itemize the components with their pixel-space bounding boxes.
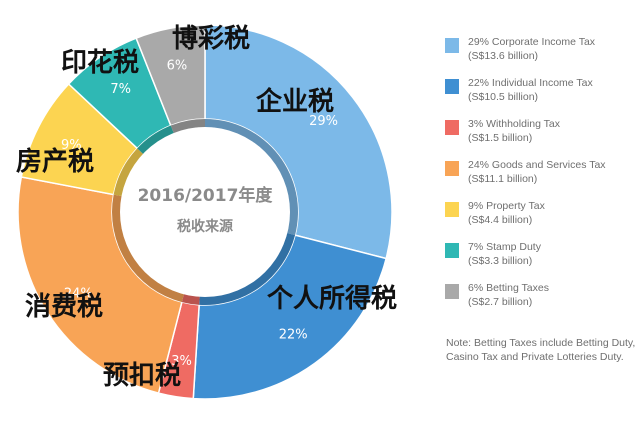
category-label-stamp: 印花税 [61,48,139,78]
legend-line2: (S$11.1 billion) [468,173,538,185]
donut-chart: 2016/2017年度 税收来源 29% 22% 3% 24% 9% 7% 6% 企业税个人… [16,24,397,400]
legend-item-corporate: 29% Corporate Income Tax (S$13.6 billion… [441,34,636,75]
legend-line2: (S$3.3 billion) [468,255,533,267]
legend-line1: 9% Property Tax [468,200,545,212]
legend-line1: 22% Individual Income Tax [468,77,593,89]
legend-swatch [445,120,459,135]
legend-swatch [445,79,459,94]
legend-line1: 6% Betting Taxes [468,282,549,294]
legend: 29% Corporate Income Tax (S$13.6 billion… [441,34,636,321]
legend-line1: 7% Stamp Duty [468,241,541,253]
legend-swatch [445,243,459,258]
category-label-withholding: 预扣税 [103,361,181,391]
legend-line1: 29% Corporate Income Tax [468,36,596,48]
legend-swatch [445,161,459,176]
donut-hole [120,127,290,297]
legend-line2: (S$10.5 billion) [468,91,539,103]
legend-item-stamp: 7% Stamp Duty (S$3.3 billion) [441,239,636,280]
percent-label-betting: 6% [167,59,188,74]
category-label-property: 房产税 [16,147,94,177]
legend-line2: (S$1.5 billion) [468,132,533,144]
donut-slices [17,24,393,400]
legend-swatch [445,38,459,53]
legend-swatch [445,202,459,217]
legend-line1: 24% Goods and Services Tax [468,159,606,171]
legend-swatch [445,284,459,299]
legend-item-property: 9% Property Tax (S$4.4 billion) [441,198,636,239]
percent-labels: 29% 22% 3% 24% 9% 7% 6% [61,59,338,369]
legend-line1: 3% Withholding Tax [468,118,561,130]
percent-label-property: 9% [61,138,82,153]
category-label-betting: 博彩税 [172,24,250,54]
percent-label-individual: 22% [279,327,308,342]
legend-line2: (S$2.7 billion) [468,296,533,308]
percent-label-withholding: 3% [171,354,192,369]
center-title: 2016/2017年度 [138,185,274,206]
category-label-corporate: 企业税 [256,86,334,117]
legend-line2: (S$13.6 billion) [468,50,539,62]
legend-line2: (S$4.4 billion) [468,214,533,226]
legend-item-withholding: 3% Withholding Tax (S$1.5 billion) [441,116,636,157]
legend-item-gst: 24% Goods and Services Tax (S$11.1 billi… [441,157,636,198]
percent-label-gst: 24% [64,286,93,301]
legend-item-individual: 22% Individual Income Tax (S$10.5 billio… [441,75,636,116]
legend-item-betting: 6% Betting Taxes (S$2.7 billion) [441,280,636,321]
percent-label-corporate: 29% [309,114,338,129]
percent-label-stamp: 7% [110,82,131,97]
legend-note: Note: Betting Taxes include Betting Duty… [446,337,636,363]
category-label-individual: 个人所得税 [267,284,397,314]
center-subtitle: 税收来源 [177,218,233,235]
category-label-gst: 消费税 [25,292,103,322]
